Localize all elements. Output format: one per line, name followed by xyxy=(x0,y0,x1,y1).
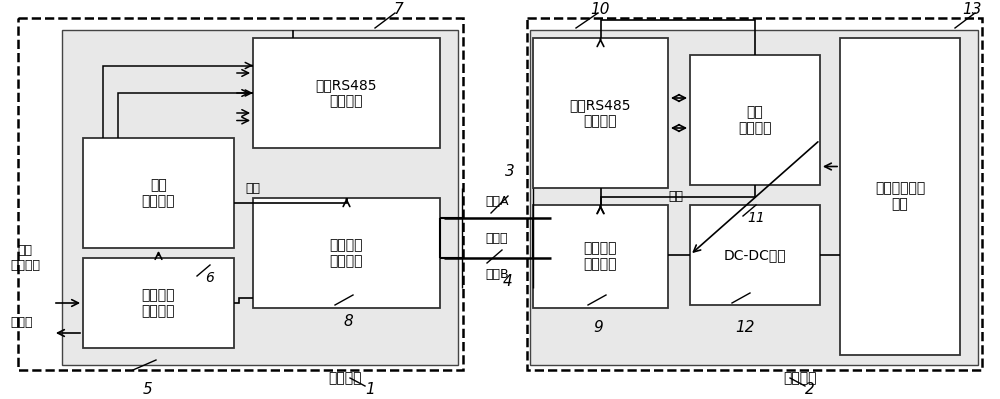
Bar xyxy=(690,55,820,185)
Text: 主机光耦
开关模块: 主机光耦 开关模块 xyxy=(584,241,617,272)
Text: 4: 4 xyxy=(503,275,513,290)
Text: 13: 13 xyxy=(962,2,982,18)
Text: 3: 3 xyxy=(505,164,515,180)
Text: 5: 5 xyxy=(143,383,153,397)
Bar xyxy=(253,198,440,308)
Text: 主机RS485
收发模块: 主机RS485 收发模块 xyxy=(570,98,631,128)
Text: 12: 12 xyxy=(735,320,755,336)
Text: 8: 8 xyxy=(343,314,353,330)
Text: 从机能量
储存模块: 从机能量 储存模块 xyxy=(142,288,175,318)
Text: 10: 10 xyxy=(590,2,610,18)
Text: 二总线: 二总线 xyxy=(486,231,508,245)
Text: 传感器: 传感器 xyxy=(10,316,32,330)
Bar xyxy=(83,258,234,348)
Bar xyxy=(533,38,668,188)
Text: 1: 1 xyxy=(365,383,375,397)
Text: 11: 11 xyxy=(747,211,765,225)
Bar xyxy=(840,38,960,355)
Text: 从机
微处理器: 从机 微处理器 xyxy=(142,178,175,208)
Text: 2: 2 xyxy=(805,383,815,397)
Text: 控制: 控制 xyxy=(668,190,683,203)
Bar xyxy=(62,30,458,365)
Text: 总线A: 总线A xyxy=(485,195,509,208)
Bar xyxy=(253,38,440,148)
Text: 从机RS485
收发模块: 从机RS485 收发模块 xyxy=(316,78,377,108)
Text: 从机单元: 从机单元 xyxy=(328,371,362,385)
Text: 主机
微处理器: 主机 微处理器 xyxy=(738,105,772,135)
Bar xyxy=(83,138,234,248)
Bar xyxy=(18,18,463,370)
Text: 能量
采集装置: 能量 采集装置 xyxy=(10,244,40,272)
Text: 从机光耦
开关模块: 从机光耦 开关模块 xyxy=(330,238,363,268)
Bar xyxy=(690,205,820,305)
Text: 主机单元: 主机单元 xyxy=(783,371,817,385)
Text: 7: 7 xyxy=(393,2,403,18)
Bar xyxy=(527,18,982,370)
Text: 控制: 控制 xyxy=(245,182,260,195)
Bar xyxy=(530,30,978,365)
Text: DC-DC模块: DC-DC模块 xyxy=(724,248,786,262)
Text: 主机能量储存
模块: 主机能量储存 模块 xyxy=(875,182,925,211)
Text: 总线B: 总线B xyxy=(485,268,509,281)
Text: 6: 6 xyxy=(206,271,214,285)
Bar xyxy=(533,205,668,308)
Text: 9: 9 xyxy=(593,320,603,336)
